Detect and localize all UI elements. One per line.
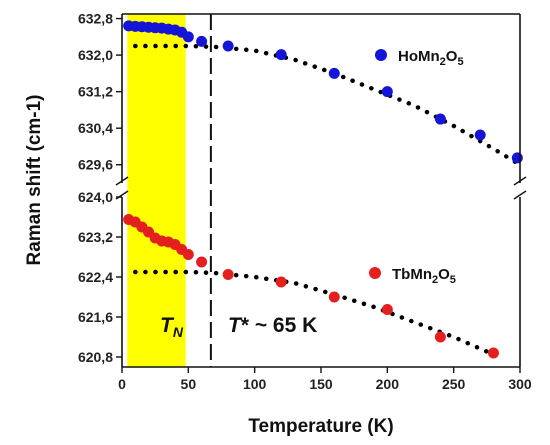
x-tick-label: 250 [442, 376, 466, 392]
legend-marker-tbmn2o5 [369, 267, 381, 279]
x-tick-label: 200 [376, 376, 400, 392]
x-axis-title: Temperature (K) [248, 416, 393, 437]
y-tick-label: 629,6 [78, 157, 113, 173]
data-point-upper [275, 49, 287, 61]
data-point-lower [196, 256, 208, 268]
x-tick-labels: 0 50 100 150 200 250 300 [118, 367, 532, 392]
legend-tbmn2o5: TbMn2O5 [369, 266, 456, 286]
x-tick-label: 150 [309, 376, 333, 392]
legend-label-homn2o5: HoMn2O5 [398, 48, 464, 68]
y-tick-label: 620,8 [78, 349, 113, 365]
x-tick-label: 100 [243, 376, 267, 392]
data-points [123, 20, 523, 359]
y-tick-label: 623,2 [78, 229, 113, 245]
axis-break-mark [513, 176, 527, 186]
data-point-upper [434, 113, 446, 125]
y-tick-labels: 629,6 630,4 631,2 632,0 632,8 620,8 621,6 622,4… [78, 11, 122, 365]
y-tick-label: 632,0 [78, 47, 113, 63]
x-tick-label: 50 [181, 376, 197, 392]
axis-break-mark [115, 176, 129, 186]
y-tick-label: 631,2 [78, 84, 113, 100]
t-star-annotation: T* ~ 65 K [228, 314, 317, 337]
data-point-upper [222, 40, 234, 52]
data-point-lower [328, 291, 340, 303]
fit-curve-lower [133, 269, 496, 357]
y-tick-label: 622,4 [78, 269, 113, 285]
y-tick-label: 632,8 [78, 11, 113, 27]
legend-label-tbmn2o5: TbMn2O5 [392, 266, 456, 286]
data-point-lower [222, 269, 234, 280]
y-tick-label: 624,0 [78, 189, 113, 205]
legend-homn2o5: HoMn2O5 [375, 48, 464, 68]
data-point-upper [328, 67, 340, 79]
data-point-lower [434, 331, 446, 343]
x-tick-label: 0 [118, 376, 126, 392]
fit-curve-upper [133, 43, 523, 167]
axis-break-mark [513, 190, 527, 200]
y-tick-label: 621,6 [78, 309, 113, 325]
legend-marker-homn2o5 [375, 49, 387, 61]
fit-lines [133, 43, 523, 357]
data-point-upper [196, 35, 208, 47]
shaded-region [127, 14, 186, 367]
data-point-upper [182, 31, 194, 43]
data-point-lower [381, 304, 393, 315]
y-axis-title: Raman shift (cm-1) [24, 94, 45, 265]
data-point-upper [474, 129, 486, 141]
data-point-lower [182, 249, 194, 260]
data-point-upper [511, 152, 523, 164]
data-point-upper [381, 86, 393, 98]
data-point-lower [275, 276, 287, 288]
tn-annotation: TN [160, 314, 184, 340]
x-tick-label: 300 [508, 376, 532, 392]
y-tick-label: 630,4 [78, 120, 113, 136]
data-point-lower [487, 347, 499, 359]
